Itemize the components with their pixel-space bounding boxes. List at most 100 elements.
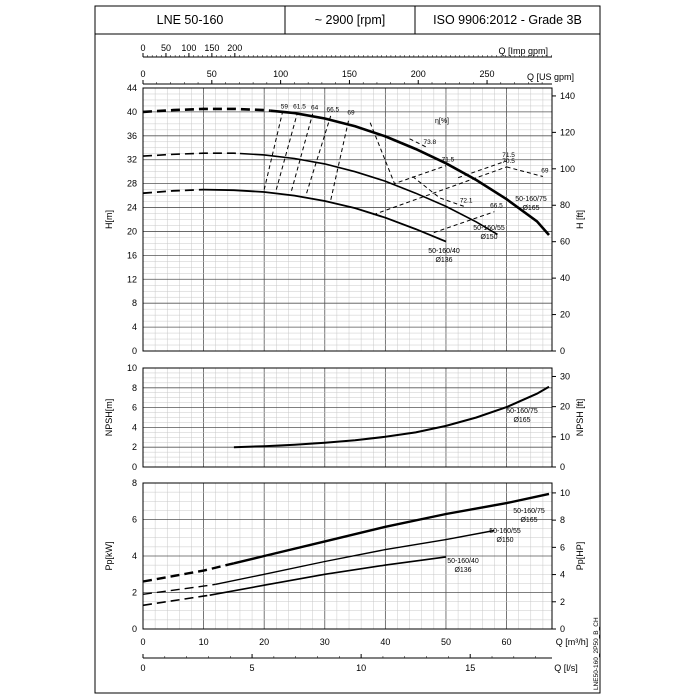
imp-gpm-tick-label: 150 [204, 43, 219, 53]
us-gpm-tick-label: 0 [140, 69, 145, 79]
npsh-panel: 0 2 4 6 8 10 0 10 20 30 NPSH[m] NPSH [ft] 50-160/75 Ø… [104, 363, 585, 472]
head-panel: 0 4 8 12 16 20 24 28 32 36 40 44 0 20 40 60 80 100 120 140 H… [104, 83, 585, 356]
efficiency-line [306, 115, 332, 194]
y-tick-label: 36 [127, 131, 137, 141]
series-label: 50-160/40 [428, 248, 460, 255]
efficiency-label: 64 [311, 105, 319, 112]
series-line-dashed [142, 107, 271, 114]
imp-gpm-tick-label: 0 [140, 43, 145, 53]
y2-tick-label: 20 [560, 310, 570, 320]
ls-axis-title: Q [l/s] [554, 663, 578, 673]
efficiency-label: 66.5 [490, 203, 503, 210]
x-tick-label: 60 [502, 637, 512, 647]
series-label: Ø136 [435, 257, 452, 264]
plot-frame [142, 482, 553, 630]
efficiency-line [373, 166, 507, 216]
series-line [270, 109, 550, 236]
y2-tick-label: 0 [560, 624, 565, 634]
efficiency-label: 71.5 [502, 152, 515, 159]
efficiency-line [457, 160, 507, 179]
x-axis-title: Q [m³/h] [556, 637, 589, 647]
us-gpm-tick-label: 50 [207, 69, 217, 79]
y2-tick-label: 10 [560, 488, 570, 498]
ls-tick-label: 0 [140, 663, 145, 673]
y-axis-title: NPSH[m] [104, 399, 114, 437]
series-line [233, 385, 550, 449]
y-tick-label: 2 [132, 588, 137, 598]
series-line-dashed [142, 188, 204, 195]
y-tick-label: 40 [127, 107, 137, 117]
x-tick-label: 20 [259, 637, 269, 647]
y2-tick-label: 40 [560, 273, 570, 283]
y2-tick-label: 30 [560, 371, 570, 381]
efficiency-line [409, 138, 429, 149]
y2-axis-title: Pp[HP] [575, 542, 585, 571]
efficiency-line [412, 176, 465, 207]
x-tick-label: 40 [380, 637, 390, 647]
efficiency-label: 70.5 [502, 158, 515, 165]
y2-tick-label: 0 [560, 462, 565, 472]
y-tick-label: 4 [132, 551, 137, 561]
ls-tick-label: 15 [465, 663, 475, 673]
imp-gpm-tick-label: 200 [227, 43, 242, 53]
series-label: Ø165 [513, 417, 530, 424]
series-line [215, 529, 495, 585]
series-line [239, 152, 498, 236]
y2-tick-label: 10 [560, 432, 570, 442]
series-label: 50-160/55 [489, 528, 521, 535]
y-tick-label: 8 [132, 298, 137, 308]
x-tick-label: 10 [199, 637, 209, 647]
efficiency-label: 72.1 [460, 197, 473, 204]
y-tick-label: 12 [127, 274, 137, 284]
y-axis-title: Pp[kW] [104, 541, 114, 570]
efficiency-line [263, 112, 283, 190]
efficiency-label: 59 [281, 104, 289, 111]
y-tick-label: 24 [127, 203, 137, 213]
y2-axis-title: H [ft] [575, 210, 585, 229]
y-tick-label: 20 [127, 226, 137, 236]
series-line [203, 188, 447, 243]
efficiency-line [275, 112, 298, 190]
efficiency-label: 61.5 [293, 104, 306, 111]
y-tick-label: 0 [132, 462, 137, 472]
y-tick-label: 16 [127, 250, 137, 260]
series-line-dashed [142, 583, 216, 595]
series-label: Ø150 [480, 234, 497, 241]
series-label: 50-160/75 [515, 196, 547, 203]
us-gpm-tick-label: 200 [411, 69, 426, 79]
y2-tick-label: 120 [560, 127, 575, 137]
y2-tick-label: 20 [560, 402, 570, 412]
imp-gpm-tick-label: 100 [181, 43, 196, 53]
y2-tick-label: 60 [560, 237, 570, 247]
series-label: Ø165 [520, 517, 537, 524]
y-tick-label: 0 [132, 346, 137, 356]
y-tick-label: 10 [127, 363, 137, 373]
series-label: 50-160/55 [473, 225, 505, 232]
y-tick-label: 32 [127, 155, 137, 165]
y2-tick-label: 0 [560, 346, 565, 356]
efficiency-label: 69 [347, 109, 355, 116]
ls-tick-label: 10 [356, 663, 366, 673]
us-gpm-axis-title: Q [US gpm] [527, 72, 574, 82]
ls-tick-label: 5 [250, 663, 255, 673]
plot-frame [142, 367, 553, 468]
series-label: 50-160/75 [506, 408, 538, 415]
outer-frame [94, 5, 601, 694]
series-label: Ø165 [522, 205, 539, 212]
efficiency-label: 73.8 [423, 139, 436, 146]
us-gpm-tick-label: 100 [273, 69, 288, 79]
series-line [209, 556, 447, 596]
x-tick-label: 50 [441, 637, 451, 647]
imp-gpm-axis-title: Q [Imp gpm] [498, 46, 548, 56]
series-label: 50-160/75 [513, 508, 545, 515]
series-line-dashed [142, 152, 240, 157]
us-gpm-tick-label: 250 [480, 69, 495, 79]
plot-frame [142, 87, 553, 352]
y2-tick-label: 6 [560, 542, 565, 552]
efficiency-line [330, 118, 350, 200]
norm-label: ISO 9906:2012 - Grade 3B [433, 13, 582, 27]
y-tick-label: 6 [132, 515, 137, 525]
efficiency-unit-label: η[%] [435, 118, 449, 125]
